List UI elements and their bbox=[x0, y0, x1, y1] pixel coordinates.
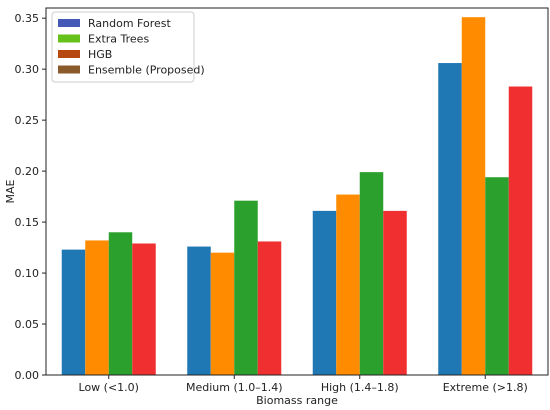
y-axis-label: MAE bbox=[4, 179, 17, 203]
x-axis-label: Biomass range bbox=[256, 394, 338, 407]
bar-hgb-3 bbox=[485, 177, 509, 375]
bars-group bbox=[61, 17, 533, 376]
x-ticks: Low (<1.0) Medium (1.0–1.4) High (1.4–1.8)… bbox=[79, 375, 528, 394]
axes-group bbox=[45, 7, 549, 376]
bar-hgb-2 bbox=[359, 172, 384, 375]
bar-random-forest-2 bbox=[312, 210, 337, 375]
legend-box bbox=[51, 11, 195, 83]
legend-swatch bbox=[58, 65, 80, 74]
bar-extra-trees-1 bbox=[210, 252, 235, 375]
x-tick-label: High (1.4–1.8) bbox=[321, 381, 399, 394]
bar-extra-trees-2 bbox=[336, 194, 360, 375]
legend-swatch bbox=[58, 34, 80, 43]
bar-extra-trees-0 bbox=[85, 240, 109, 375]
x-tick-label: Extreme (>1.8) bbox=[443, 381, 528, 394]
y-tick-label: 0.25 bbox=[15, 114, 40, 127]
bar-random-forest-3 bbox=[438, 63, 462, 376]
legend-label: HGB bbox=[88, 48, 112, 61]
y-tick-label: 0.20 bbox=[15, 165, 40, 178]
bar-random-forest-0 bbox=[61, 249, 86, 375]
bar-ensemble-proposed-2 bbox=[383, 210, 407, 375]
y-tick-label: 0.30 bbox=[15, 63, 40, 76]
bar-ensemble-proposed-3 bbox=[508, 86, 533, 375]
x-tick-label: Low (<1.0) bbox=[79, 381, 139, 394]
bar-ensemble-proposed-0 bbox=[132, 243, 156, 375]
legend-label: Ensemble (Proposed) bbox=[88, 64, 205, 77]
bar-random-forest-1 bbox=[187, 246, 211, 375]
legend-label: Extra Trees bbox=[88, 33, 149, 46]
plot-frame bbox=[45, 7, 549, 376]
y-tick-label: 0.15 bbox=[15, 216, 40, 229]
bar-hgb-0 bbox=[108, 232, 133, 375]
legend: Random Forest Extra Trees HGB Ensemble (Pro… bbox=[51, 11, 205, 83]
y-tick-label: 0.00 bbox=[15, 369, 40, 382]
legend-swatch bbox=[58, 19, 80, 27]
bar-extra-trees-3 bbox=[461, 17, 486, 376]
x-tick-label: Medium (1.0–1.4) bbox=[186, 381, 283, 394]
y-ticks: 0.00 0.05 0.10 0.15 0.20 0.25 0.30 0.35 bbox=[15, 12, 46, 382]
legend-swatch bbox=[58, 50, 80, 58]
y-tick-label: 0.35 bbox=[15, 12, 40, 25]
bar-ensemble-proposed-1 bbox=[257, 241, 282, 375]
y-tick-label: 0.05 bbox=[15, 318, 40, 331]
legend-label: Random Forest bbox=[88, 17, 171, 30]
y-tick-label: 0.10 bbox=[15, 267, 40, 280]
bar-hgb-1 bbox=[234, 200, 258, 375]
